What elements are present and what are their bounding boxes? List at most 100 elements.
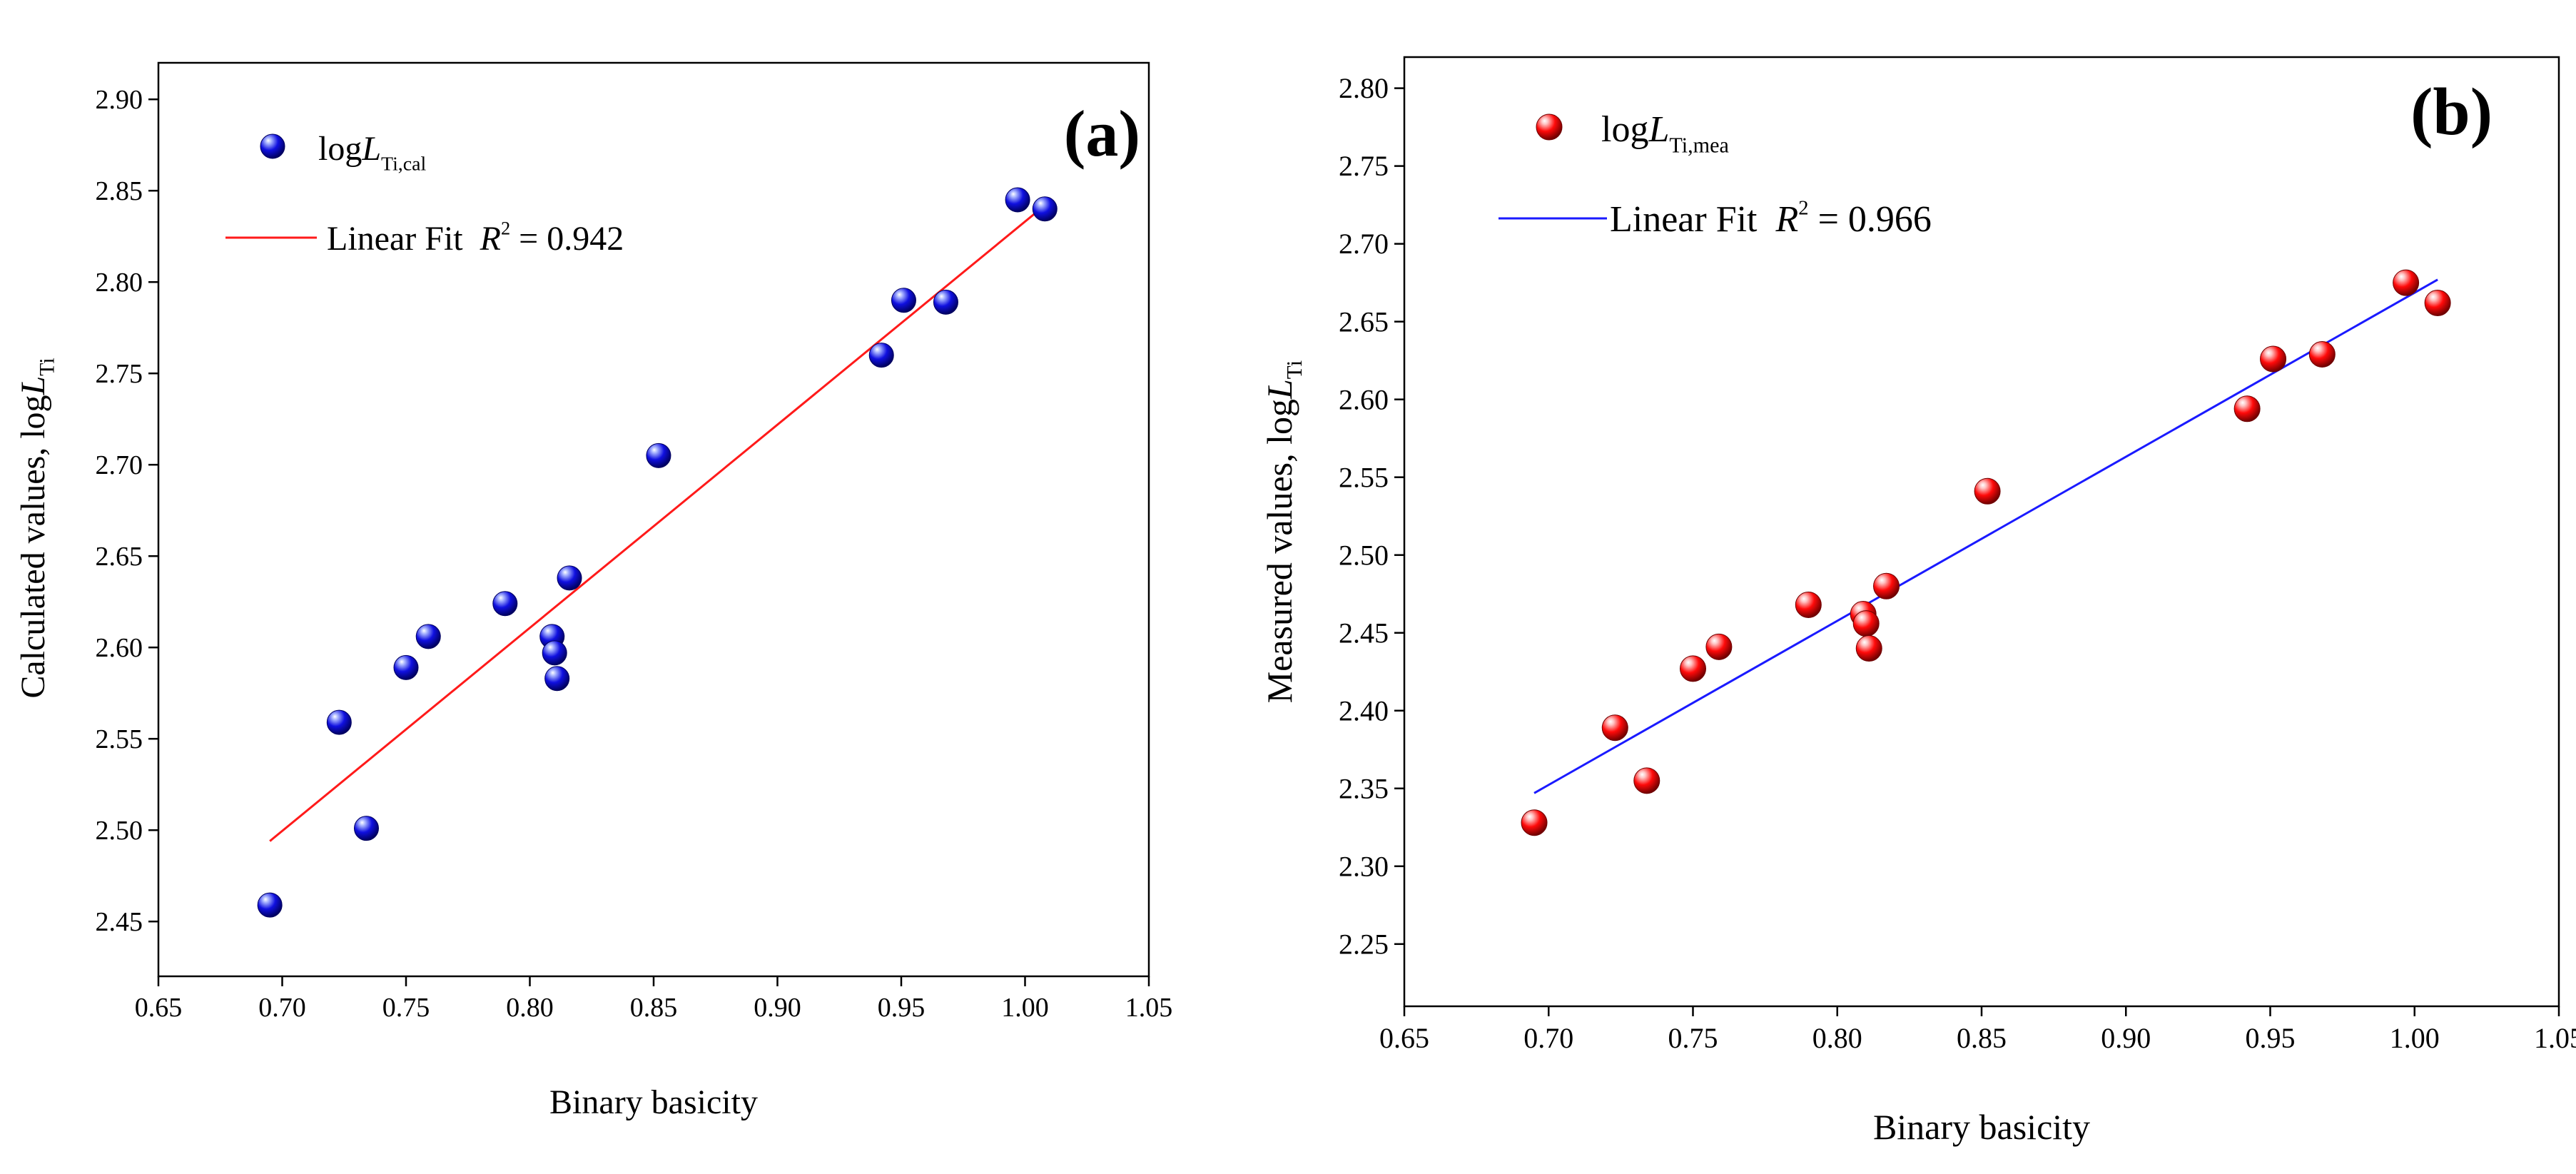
y-axis-label-prefix: Measured values, log bbox=[1259, 399, 1299, 703]
legend-series-marker bbox=[1536, 113, 1563, 141]
y-tick-label: 2.80 bbox=[96, 268, 143, 298]
x-tick-label: 1.00 bbox=[1001, 993, 1049, 1023]
data-point bbox=[544, 666, 570, 692]
y-tick-label: 2.45 bbox=[1339, 617, 1389, 649]
data-point bbox=[557, 565, 582, 591]
data-point bbox=[393, 654, 419, 680]
data-point bbox=[1852, 610, 1880, 637]
y-tick-label: 2.90 bbox=[96, 85, 143, 115]
x-axis-label: Binary basicity bbox=[549, 1083, 758, 1121]
x-tick-label: 0.65 bbox=[135, 993, 183, 1023]
legend-series-marker bbox=[260, 133, 285, 159]
y-tick-label: 2.75 bbox=[96, 359, 143, 389]
y-tick-label: 2.70 bbox=[96, 450, 143, 480]
data-point bbox=[1873, 572, 1900, 599]
legend-series-sub: Ti,mea bbox=[1669, 133, 1729, 158]
x-tick-label: 0.70 bbox=[1523, 1022, 1573, 1054]
legend-series-label: logLTi,mea bbox=[1601, 109, 1729, 158]
x-tick-label: 1.00 bbox=[2390, 1022, 2440, 1054]
legend-fit-label: Linear Fit R2 = 0.966 bbox=[1610, 198, 1932, 240]
data-point bbox=[1705, 633, 1733, 660]
y-tick-label: 2.45 bbox=[96, 907, 143, 937]
panel-label: (b) bbox=[2410, 75, 2493, 149]
y-axis-label: Calculated values, logLTi bbox=[14, 358, 59, 698]
x-tick-label: 0.65 bbox=[1379, 1022, 1429, 1054]
data-point bbox=[646, 442, 671, 468]
x-tick-label: 1.05 bbox=[2534, 1022, 2576, 1054]
data-point bbox=[891, 288, 916, 313]
y-tick-label: 2.50 bbox=[96, 816, 143, 846]
x-tick-label: 1.05 bbox=[1125, 993, 1173, 1023]
y-axis-label-sub: Ti bbox=[35, 358, 59, 375]
data-point bbox=[1521, 809, 1548, 836]
legend-r2-value: = 0.966 bbox=[1809, 199, 1932, 240]
y-tick-label: 2.40 bbox=[1339, 694, 1389, 727]
y-tick-label: 2.25 bbox=[1339, 928, 1389, 960]
y-tick-label: 2.70 bbox=[1339, 228, 1389, 260]
legend-fit-label: Linear Fit R2 = 0.942 bbox=[327, 217, 624, 258]
panel-label: (a) bbox=[1064, 97, 1140, 170]
y-tick-label: 2.30 bbox=[1339, 850, 1389, 882]
x-tick-label: 0.95 bbox=[878, 993, 926, 1023]
data-point bbox=[1974, 477, 2001, 505]
data-point bbox=[2233, 395, 2261, 422]
legend-r2-value: = 0.942 bbox=[510, 220, 624, 258]
y-tick-label: 2.35 bbox=[1339, 772, 1389, 804]
x-tick-label: 0.90 bbox=[754, 993, 801, 1023]
legend-r2-sup: 2 bbox=[1798, 198, 1808, 220]
data-point bbox=[1601, 714, 1628, 742]
x-tick-label: 0.95 bbox=[2246, 1022, 2296, 1054]
plot-frame bbox=[1403, 56, 2560, 1008]
legend-fit-text: Linear Fit bbox=[327, 220, 463, 258]
legend-series-prefix: log bbox=[1601, 109, 1648, 150]
data-point bbox=[1633, 767, 1660, 794]
legend-series-italic: L bbox=[1648, 109, 1669, 150]
legend-series-prefix: log bbox=[318, 130, 362, 168]
y-tick-label: 2.55 bbox=[96, 724, 143, 754]
y-axis-label: Measured values, logLTi bbox=[1259, 360, 1307, 703]
x-tick-label: 0.80 bbox=[1812, 1022, 1862, 1054]
data-point bbox=[492, 591, 518, 617]
data-point bbox=[1795, 591, 1822, 618]
data-point bbox=[2308, 340, 2336, 368]
y-tick-label: 2.55 bbox=[1339, 461, 1389, 493]
data-point bbox=[353, 816, 379, 841]
data-point bbox=[2393, 269, 2420, 296]
x-tick-label: 0.90 bbox=[2101, 1022, 2151, 1054]
data-point bbox=[1680, 655, 1706, 682]
y-axis-label-sub: Ti bbox=[1282, 360, 1307, 379]
x-axis-label: Binary basicity bbox=[1873, 1107, 2090, 1147]
legend-series-italic: L bbox=[361, 130, 381, 168]
y-tick-label: 2.60 bbox=[96, 633, 143, 663]
x-tick-label: 0.85 bbox=[1957, 1022, 2007, 1054]
x-tick-label: 0.80 bbox=[506, 993, 554, 1023]
linear-fit-line bbox=[1533, 278, 2438, 794]
x-tick-label: 0.70 bbox=[258, 993, 306, 1023]
y-axis-label-italic: L bbox=[1259, 379, 1299, 400]
y-axis-label-prefix: Calculated values, log bbox=[14, 395, 52, 698]
data-point bbox=[257, 892, 283, 918]
chart-panel-a: 0.65 0.70 0.75 0.80 0.85 0.90 0.95 1.00 1.05 2.45… bbox=[14, 61, 1173, 1121]
plot-frame bbox=[157, 61, 1150, 978]
legend-series-label: logLTi,cal bbox=[318, 130, 426, 175]
legend-r2-sup: 2 bbox=[501, 217, 510, 238]
y-axis-label-italic: L bbox=[14, 376, 52, 396]
x-tick-label: 0.75 bbox=[382, 993, 430, 1023]
y-tick-label: 2.85 bbox=[96, 176, 143, 206]
y-tick-label: 2.65 bbox=[1339, 305, 1389, 338]
data-point bbox=[933, 289, 958, 315]
legend-r2-italic: R bbox=[1775, 199, 1799, 240]
data-point bbox=[1005, 187, 1030, 213]
linear-fit-line bbox=[269, 204, 1046, 842]
data-point bbox=[2424, 289, 2451, 316]
y-tick-label: 2.60 bbox=[1339, 383, 1389, 415]
data-point bbox=[415, 624, 441, 649]
y-tick-label: 2.50 bbox=[1339, 539, 1389, 571]
data-point bbox=[1032, 196, 1058, 222]
data-point bbox=[326, 709, 352, 735]
y-tick-label: 2.65 bbox=[96, 542, 143, 572]
legend-r2-italic: R bbox=[480, 220, 501, 258]
y-tick-label: 2.80 bbox=[1339, 72, 1389, 104]
